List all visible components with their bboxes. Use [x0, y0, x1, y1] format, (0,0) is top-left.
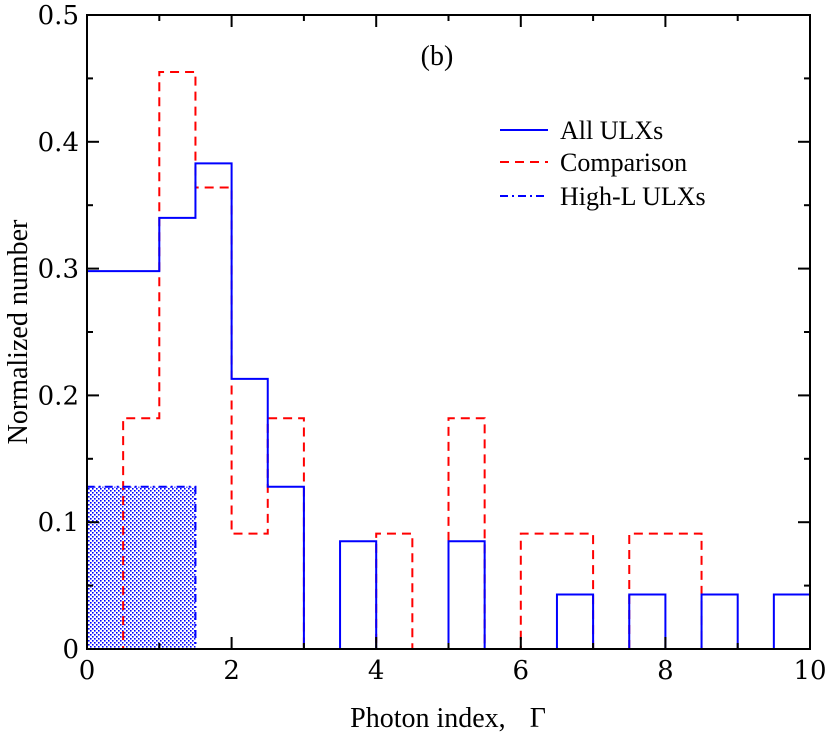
all-ulxs-series-line	[86, 162, 811, 650]
x-tick-label: 2	[223, 656, 240, 686]
x-axis-title-text: Photon index,	[350, 703, 506, 734]
y-tick-label: 0.4	[38, 128, 79, 158]
y-axis-title: Normalized number	[3, 219, 34, 444]
x-tick-label: 8	[657, 656, 674, 686]
y-tick-label: 0.2	[38, 381, 79, 411]
x-axis-gamma-symbol: Γ	[530, 703, 546, 734]
x-axis-title: Photon index, Γ	[350, 703, 546, 734]
x-tick-label: 4	[368, 656, 385, 686]
high-l-ulxs-fill-bin-0	[87, 486, 124, 649]
legend: All ULXs Comparison High-L ULXs	[500, 116, 706, 211]
high-l-ulxs-fill-bin-1	[123, 486, 160, 649]
y-tick-label: 0	[62, 635, 79, 665]
y-tick-label: 0.1	[38, 508, 79, 538]
x-tick-label: 10	[793, 656, 826, 686]
high-l-ulxs-fill-bin-2	[159, 486, 196, 649]
y-tick-label: 0.5	[38, 1, 79, 31]
y-tick-label: 0.3	[38, 255, 79, 285]
panel-label: (b)	[421, 41, 454, 72]
x-tick-label: 0	[79, 656, 96, 686]
legend-label-high-l-ulxs: High-L ULXs	[560, 182, 706, 211]
x-tick-label: 6	[513, 656, 530, 686]
legend-label-comparison: Comparison	[560, 148, 687, 177]
legend-label-all-ulxs: All ULXs	[560, 116, 663, 145]
